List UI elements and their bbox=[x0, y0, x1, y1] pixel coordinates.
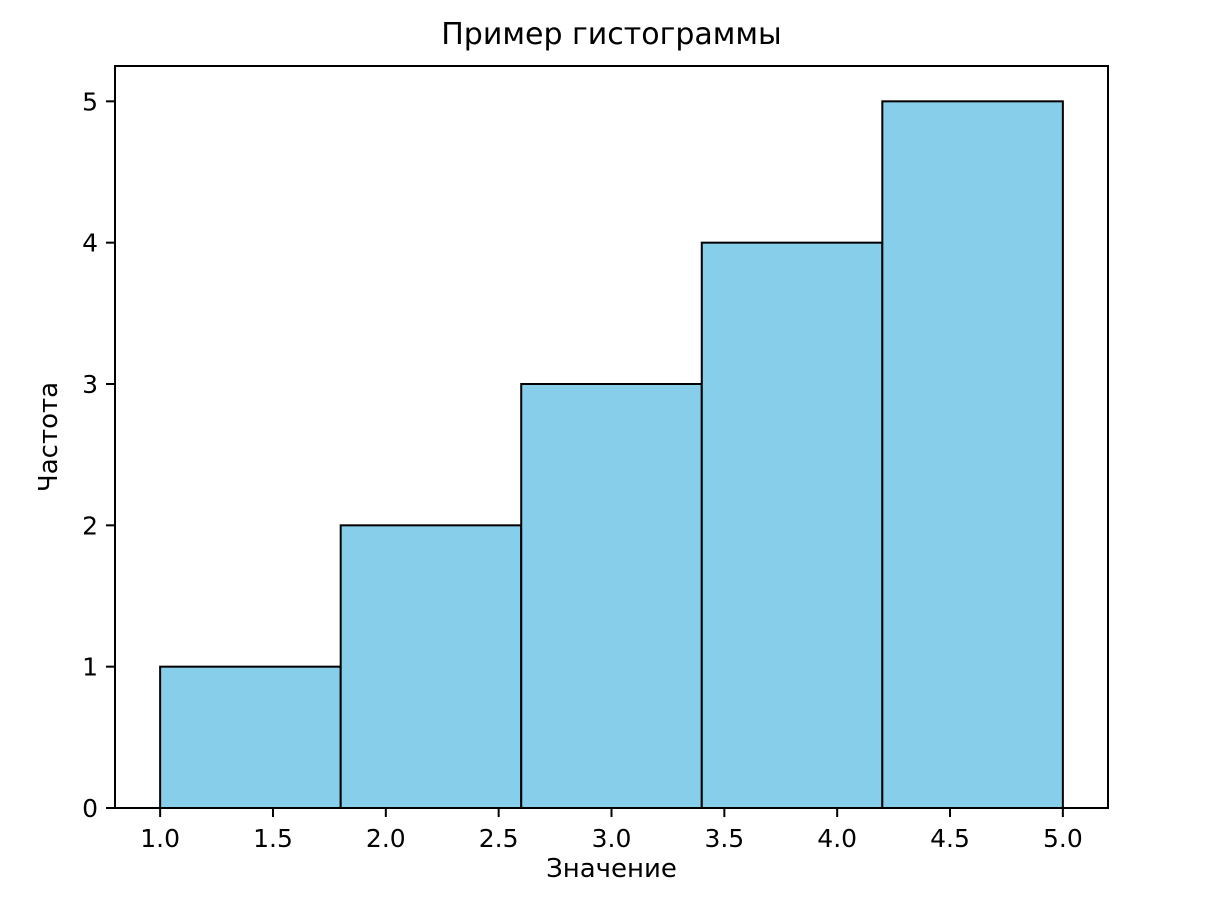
histogram-bar bbox=[520, 383, 703, 809]
y-tick-label: 4 bbox=[82, 229, 98, 258]
x-tick-label: 3.0 bbox=[592, 824, 632, 853]
x-tick-label: 1.5 bbox=[253, 824, 293, 853]
x-tick-label: 4.0 bbox=[817, 824, 857, 853]
x-tick-label: 5.0 bbox=[1043, 824, 1083, 853]
x-tick-label: 1.0 bbox=[140, 824, 180, 853]
y-axis-label: Частота bbox=[34, 381, 64, 493]
x-axis-label: Значение bbox=[546, 854, 677, 884]
y-tick-label: 0 bbox=[82, 794, 98, 823]
y-tick-label: 1 bbox=[82, 653, 98, 682]
x-tick-label: 2.5 bbox=[479, 824, 519, 853]
histogram-bar bbox=[881, 100, 1064, 810]
y-tick-label: 3 bbox=[82, 370, 98, 399]
histogram-bar bbox=[159, 665, 342, 810]
x-tick-label: 3.5 bbox=[704, 824, 744, 853]
x-tick-label: 4.5 bbox=[930, 824, 970, 853]
y-tick-label: 5 bbox=[82, 87, 98, 116]
y-tick-label: 2 bbox=[82, 511, 98, 540]
x-tick-label: 2.0 bbox=[366, 824, 406, 853]
chart-title: Пример гистограммы bbox=[441, 17, 782, 52]
histogram-bar bbox=[339, 524, 523, 809]
histogram-bar bbox=[700, 241, 884, 809]
